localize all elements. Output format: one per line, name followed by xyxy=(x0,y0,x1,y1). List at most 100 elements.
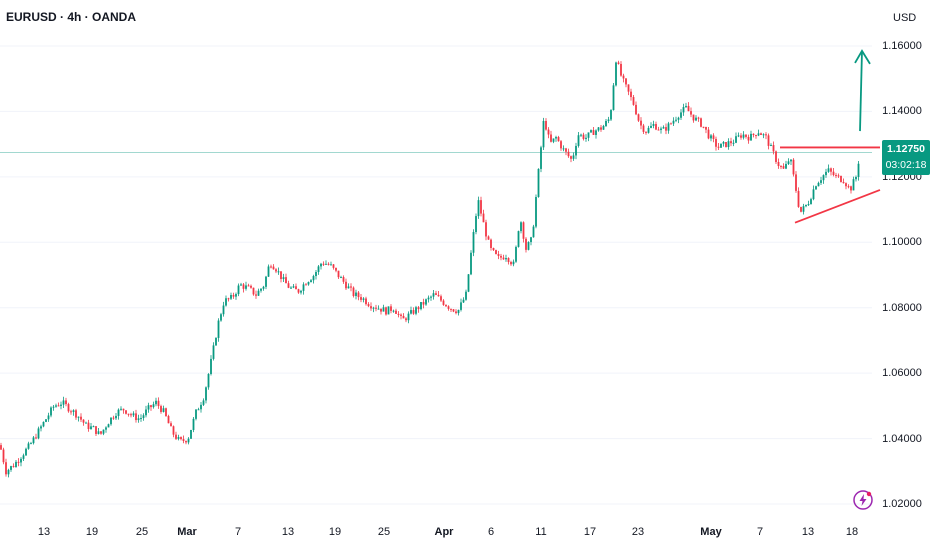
candle-body xyxy=(602,126,605,130)
candle-body xyxy=(655,123,657,130)
candle-body xyxy=(372,307,375,309)
candle-body xyxy=(85,422,87,424)
candle-body xyxy=(40,426,42,429)
candle-body xyxy=(227,298,230,300)
candle-body xyxy=(812,189,815,200)
lightning-icon[interactable] xyxy=(852,489,874,511)
symbol-title[interactable]: EURUSD · 4h · OANDA xyxy=(6,10,137,24)
candle-body xyxy=(412,310,415,314)
candle-body xyxy=(585,137,587,139)
candle-body xyxy=(267,266,270,277)
candle-body xyxy=(112,417,115,419)
candle-body xyxy=(662,127,665,129)
candle-body xyxy=(807,204,810,206)
candle-body xyxy=(310,280,312,283)
candle-body xyxy=(557,137,560,142)
candle-body xyxy=(175,434,177,439)
candle-body xyxy=(665,127,667,131)
candle-body xyxy=(535,197,537,227)
candle-body xyxy=(397,313,400,315)
candle-body xyxy=(287,283,290,288)
candle-body xyxy=(395,310,397,314)
candle-body xyxy=(762,134,765,136)
candle-body xyxy=(835,175,837,177)
candle-body xyxy=(645,131,647,133)
currency-label[interactable]: USD xyxy=(893,12,917,24)
candle-body xyxy=(72,410,75,412)
candle-body xyxy=(460,302,462,310)
candle-body xyxy=(775,151,777,162)
time-tick-label: May xyxy=(700,526,722,538)
candle-body xyxy=(440,296,442,301)
candle-body xyxy=(797,190,800,207)
candle-body xyxy=(355,292,357,296)
time-tick-label: 6 xyxy=(487,526,495,538)
time-tick-label: 25 xyxy=(135,526,149,538)
candle-body xyxy=(755,134,757,136)
time-tick-label: 23 xyxy=(631,526,645,538)
candle-body xyxy=(147,405,150,410)
candle-body xyxy=(282,277,285,280)
candle-body xyxy=(770,145,772,147)
candle-body xyxy=(825,171,827,176)
candle-body xyxy=(827,168,830,172)
candle-body xyxy=(252,287,255,295)
candle-body xyxy=(780,166,782,168)
candle-body xyxy=(467,274,470,292)
candle-body xyxy=(692,114,695,121)
candle-body xyxy=(192,418,195,430)
candle-body xyxy=(625,78,627,85)
candle-body xyxy=(572,155,575,159)
candle-body xyxy=(307,282,310,285)
candle-body xyxy=(670,123,672,125)
candle-body xyxy=(785,163,787,169)
candle-body xyxy=(125,410,127,414)
candle-body xyxy=(515,246,517,262)
candle-body xyxy=(682,107,685,113)
candle-body xyxy=(472,232,475,253)
candle-body xyxy=(605,120,607,127)
candle-body xyxy=(67,404,70,412)
candle-body xyxy=(390,306,392,311)
candle-body xyxy=(337,270,340,278)
candle-body xyxy=(442,300,445,305)
candle-body xyxy=(830,168,832,172)
candle-body xyxy=(375,307,377,309)
candle-body xyxy=(407,313,410,321)
candle-body xyxy=(17,461,20,463)
candle-body xyxy=(7,469,10,475)
price-tick-label: 1.08000 xyxy=(882,301,922,314)
candle-body xyxy=(225,298,227,306)
candle-body xyxy=(0,445,2,450)
candle-body xyxy=(52,406,55,408)
candle-body xyxy=(725,142,727,147)
time-tick-label: 13 xyxy=(37,526,51,538)
candle-body xyxy=(477,200,480,217)
candle-body xyxy=(517,231,520,247)
candle-body xyxy=(617,62,620,64)
candle-body xyxy=(122,408,125,411)
price-tick-label: 1.10000 xyxy=(882,236,922,249)
candle-body xyxy=(297,289,300,293)
candle-body xyxy=(672,120,675,124)
candle-body xyxy=(470,252,472,275)
candle-body xyxy=(705,126,707,130)
candle-body xyxy=(197,409,200,411)
candle-body xyxy=(195,409,197,419)
candle-body xyxy=(230,294,232,299)
candle-body xyxy=(335,267,337,271)
candle-body xyxy=(250,285,252,288)
candle-body xyxy=(707,129,710,139)
candle-body xyxy=(610,110,612,120)
candle-body xyxy=(170,423,172,427)
candle-body xyxy=(35,437,37,439)
candle-body xyxy=(855,177,857,180)
candle-body xyxy=(10,466,12,470)
candle-body xyxy=(612,85,615,111)
candle-body xyxy=(15,461,17,468)
candle-body xyxy=(647,127,650,133)
candle-body xyxy=(475,216,477,233)
candle-body xyxy=(182,439,185,442)
candle-body xyxy=(720,143,722,148)
